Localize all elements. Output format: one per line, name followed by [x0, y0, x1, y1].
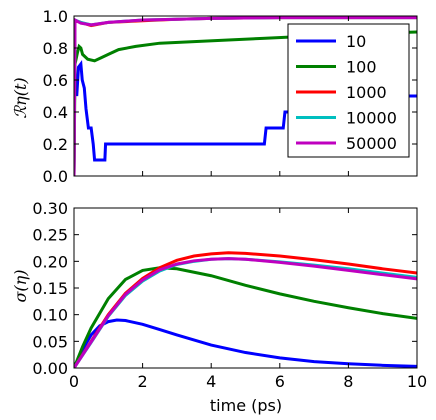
- bottom-xlabel: time (ps): [210, 396, 282, 415]
- bottom-panel: 0.00 0.05 0.10 0.15 0.20 0.25 0.30 0 2 4 6 8 10: [32, 199, 427, 391]
- bottom-series-line-50000: [74, 257, 417, 368]
- legend-label-1000: 1000: [346, 83, 387, 102]
- bottom-series-line-10: [74, 318, 417, 368]
- top-ytick-label: 0.8: [43, 39, 68, 58]
- legend-label-10: 10: [346, 32, 366, 51]
- bottom-ylabel: σ(η): [11, 270, 30, 303]
- bottom-ytick-label: 0.10: [32, 306, 68, 325]
- legend-label-50000: 50000: [346, 134, 397, 153]
- top-ytick-label: 0.6: [43, 71, 68, 90]
- top-series-line-100: [74, 30, 417, 176]
- legend-label-10000: 10000: [346, 109, 397, 128]
- bottom-axes-frame: [73, 207, 418, 369]
- legend-label-100: 100: [346, 58, 377, 77]
- legend: 10 100 1000 10000 50000: [287, 23, 410, 158]
- bottom-xtick-label: 4: [206, 372, 216, 391]
- bottom-xtick-label: 2: [138, 372, 148, 391]
- bottom-ytick-label: 0.25: [32, 226, 68, 245]
- bottom-xtick-label: 0: [69, 372, 79, 391]
- bottom-ytick-label: 0.30: [32, 199, 68, 218]
- bottom-xtick-label: 10: [407, 372, 427, 391]
- bottom-ytick-label: 0.00: [32, 359, 68, 378]
- bottom-ytick-label: 0.05: [32, 332, 68, 351]
- top-ytick-label: 0.4: [43, 103, 68, 122]
- top-axes-frame: [73, 15, 418, 177]
- bottom-series-group: [74, 251, 417, 368]
- bottom-xtick-label: 6: [275, 372, 285, 391]
- bottom-ytick-label: 0.15: [32, 279, 68, 298]
- top-ylabel: ℛη(t): [11, 77, 30, 118]
- top-series-line-10: [74, 59, 417, 176]
- bottom-xtick-label: 8: [343, 372, 353, 391]
- bottom-ytick-label: 0.20: [32, 252, 68, 271]
- top-ytick-label: 1.0: [43, 7, 68, 26]
- top-ytick-label: 0.2: [43, 135, 68, 154]
- bottom-series-line-100: [74, 266, 417, 368]
- top-ytick-label: 0.0: [43, 167, 68, 186]
- top-panel: 0.0 0.2 0.4 0.6 0.8 1.0 10 100 1000 10000 50000: [43, 7, 418, 186]
